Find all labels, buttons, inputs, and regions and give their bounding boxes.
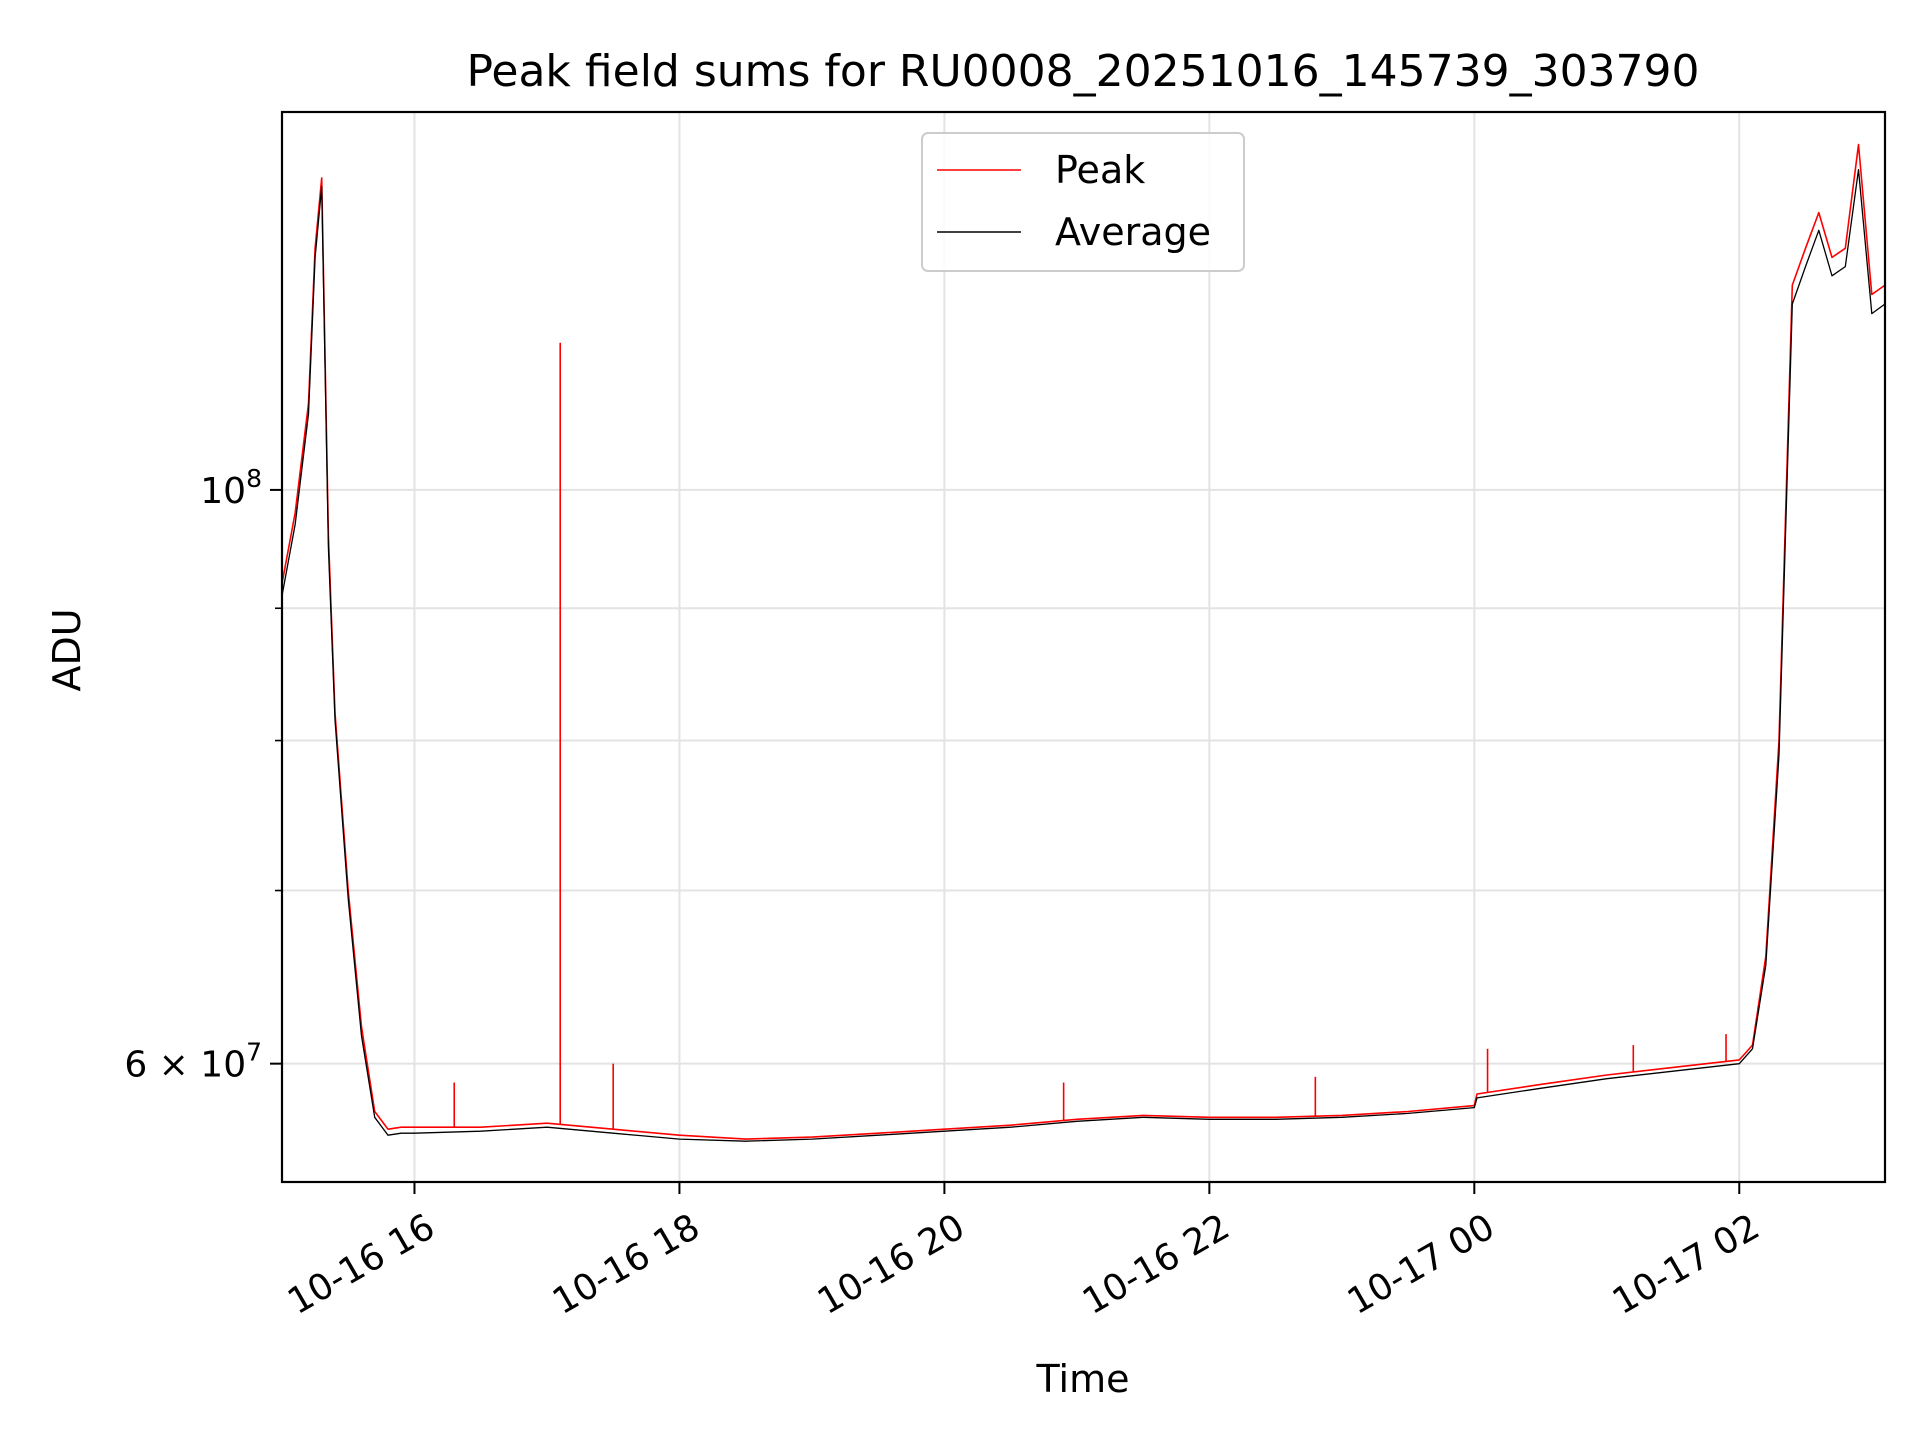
- legend-box: [921, 132, 1245, 272]
- x-axis-label: Time: [1036, 1357, 1130, 1401]
- y-tick-label-base: 6 × 10: [124, 1045, 246, 1086]
- chart-title: Peak field sums for RU0008_20251016_1457…: [466, 46, 1699, 97]
- grid-lines: [282, 112, 1885, 1182]
- y-tick-label-exponent: 7: [246, 1038, 262, 1067]
- y-tick-label: 108: [200, 464, 262, 512]
- plot-area: [281, 143, 1886, 1142]
- legend: Peak Average: [921, 132, 1245, 272]
- y-tick-label-exponent: 8: [246, 464, 262, 493]
- y-tick-label: 6 × 107: [124, 1038, 262, 1086]
- axes-frame: [280, 110, 1887, 1184]
- y-axis-label: ADU: [45, 608, 89, 691]
- y-tick-label-base: 10: [200, 471, 246, 512]
- series-line-average: [281, 168, 1886, 1142]
- legend-peak-label: Peak: [1055, 148, 1145, 192]
- legend-average-label: Average: [1055, 210, 1211, 254]
